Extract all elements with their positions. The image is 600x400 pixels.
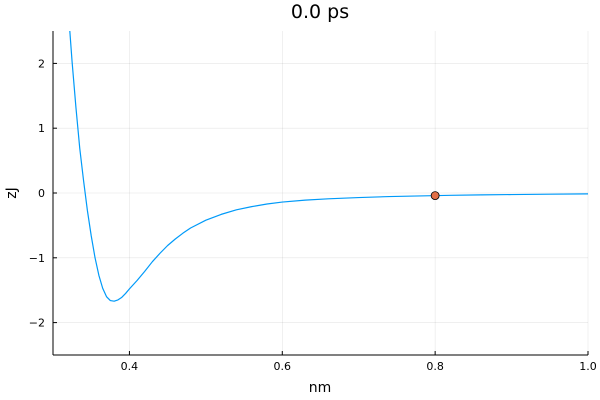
x-tick-label-2: 0.8	[426, 360, 444, 373]
chart-title: 0.0 ps	[291, 1, 349, 23]
x-tick-label-1: 0.6	[274, 360, 292, 373]
y-axis-label: zJ	[4, 187, 20, 198]
y-tick-label-3: 1	[38, 122, 45, 135]
x-tick-label-0: 0.4	[121, 360, 139, 373]
plot-area	[69, 31, 588, 302]
series-line-0	[69, 31, 588, 302]
y-tick-label-0: −2	[29, 317, 45, 330]
y-tick-label-1: −1	[29, 252, 45, 265]
y-tick-label-2: 0	[38, 187, 45, 200]
y-tick-label-4: 2	[38, 57, 45, 70]
x-tick-label-3: 1.0	[579, 360, 597, 373]
x-axis-label: nm	[309, 380, 332, 396]
scatter-point-0	[430, 191, 440, 200]
ticks: 0.4 0.6 0.8 1.0 −2 −1 0 1 2	[29, 57, 597, 373]
